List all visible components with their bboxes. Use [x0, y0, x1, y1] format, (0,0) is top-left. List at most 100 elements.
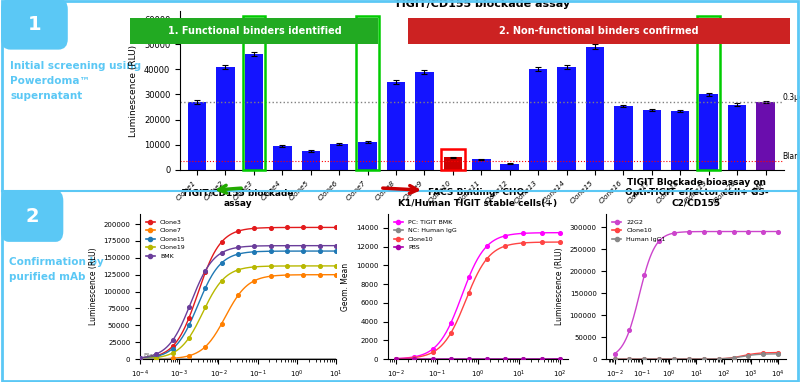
Point [314, 263, 326, 269]
FancyBboxPatch shape [2, 0, 66, 48]
Point [182, 353, 195, 359]
Bar [273, 146, 291, 170]
Point [757, 351, 770, 357]
Point [281, 248, 294, 254]
Bar [358, 142, 377, 170]
Point [408, 354, 421, 361]
Point [499, 233, 512, 239]
Point [264, 273, 277, 279]
Point [444, 330, 457, 336]
Point [698, 228, 710, 235]
Point [314, 243, 326, 249]
Point [150, 351, 162, 357]
Point [150, 353, 162, 359]
Bar [386, 82, 406, 170]
Point [462, 356, 475, 362]
Point [554, 356, 566, 362]
Point [215, 239, 228, 245]
Point [742, 228, 755, 235]
Point [166, 355, 179, 361]
Legend: 22G2, Clone10, Human IgG1: 22G2, Clone10, Human IgG1 [610, 217, 668, 244]
FancyBboxPatch shape [2, 192, 62, 241]
Point [199, 268, 212, 274]
Point [166, 337, 179, 343]
Point [668, 230, 681, 236]
Point [264, 243, 277, 249]
Text: Blank: Blank [143, 353, 161, 358]
Point [608, 356, 621, 362]
Point [182, 304, 195, 311]
Point [638, 356, 650, 362]
Point [653, 356, 666, 362]
Point [215, 278, 228, 284]
Point [698, 356, 710, 362]
Bar [472, 159, 490, 170]
Point [390, 356, 402, 362]
FancyBboxPatch shape [130, 18, 378, 44]
Bar [671, 111, 690, 170]
Point [727, 228, 740, 235]
Y-axis label: Geom. Mean: Geom. Mean [342, 262, 350, 311]
Point [499, 243, 512, 249]
Point [232, 292, 245, 298]
Point [757, 350, 770, 356]
Point [232, 267, 245, 273]
Point [481, 356, 494, 362]
Point [297, 248, 310, 254]
Point [682, 356, 695, 362]
Point [390, 356, 402, 362]
Point [390, 356, 402, 362]
Title: TIGIT Blockade bioassay on
Opti-TIGIT effector cell+ GS-
C2/CD155: TIGIT Blockade bioassay on Opti-TIGIT ef… [625, 178, 768, 207]
Text: 2: 2 [26, 207, 39, 226]
Bar [245, 54, 263, 170]
Point [281, 224, 294, 230]
Point [554, 239, 566, 245]
Point [232, 244, 245, 251]
Point [712, 356, 725, 362]
Text: Confirmation by
purified mAb: Confirmation by purified mAb [9, 257, 103, 282]
Point [499, 356, 512, 362]
Text: 2. Non-functional binders confirmed: 2. Non-functional binders confirmed [499, 26, 699, 36]
Point [481, 356, 494, 362]
Point [426, 356, 439, 362]
Point [199, 344, 212, 350]
Point [462, 356, 475, 362]
Point [757, 228, 770, 235]
Text: 0.3μg/mL: 0.3μg/mL [782, 92, 800, 102]
Point [682, 356, 695, 362]
Point [535, 356, 548, 362]
Point [281, 243, 294, 249]
Title: TIGIT/CD155 blockade assay: TIGIT/CD155 blockade assay [394, 0, 570, 9]
Point [426, 356, 439, 362]
Point [499, 356, 512, 362]
Point [638, 356, 650, 362]
Bar [614, 106, 633, 170]
Point [623, 356, 636, 362]
Bar [501, 164, 519, 170]
Point [199, 269, 212, 275]
Point [712, 228, 725, 235]
Title: FACS Binding- CHO-
K1/Human TIGIT stable cells(+): FACS Binding- CHO- K1/Human TIGIT stable… [398, 188, 558, 207]
Point [638, 272, 650, 278]
Point [623, 356, 636, 362]
Point [330, 224, 342, 230]
Point [712, 356, 725, 362]
Point [535, 239, 548, 245]
Point [330, 243, 342, 249]
Point [150, 356, 162, 362]
Point [462, 290, 475, 296]
Point [653, 356, 666, 362]
Point [742, 353, 755, 359]
Y-axis label: Luminescence (RLU): Luminescence (RLU) [555, 248, 564, 325]
Text: 1. Functional binders identified: 1. Functional binders identified [167, 26, 342, 36]
Point [297, 263, 310, 269]
Bar [529, 70, 547, 170]
Point [150, 353, 162, 359]
Point [182, 315, 195, 321]
Point [408, 356, 421, 362]
Point [772, 351, 785, 357]
Bar [188, 102, 206, 170]
Bar [330, 144, 349, 170]
Text: Blank: Blank [782, 152, 800, 161]
Point [668, 356, 681, 362]
